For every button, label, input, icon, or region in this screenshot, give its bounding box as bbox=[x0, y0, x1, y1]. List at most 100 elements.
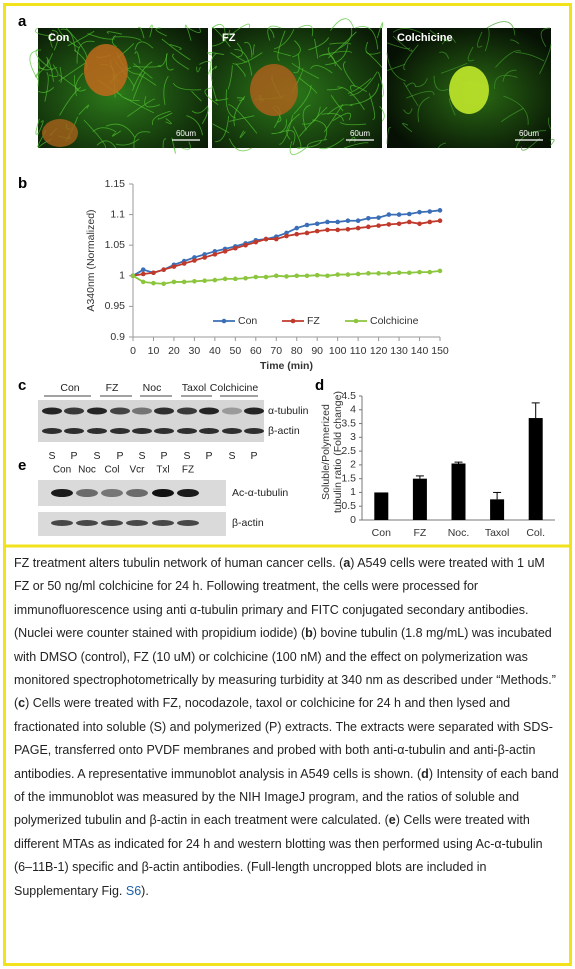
x-tick-label: 120 bbox=[370, 345, 388, 357]
fiber bbox=[169, 43, 182, 50]
group-label: FZ bbox=[106, 382, 119, 394]
fiber bbox=[51, 30, 59, 51]
fiber bbox=[377, 71, 384, 97]
point bbox=[284, 233, 289, 239]
fiber bbox=[549, 138, 555, 146]
fiber bbox=[37, 87, 55, 93]
figure: a b c d e Con 60um FZ 60um Colchicine 60um 0.9 0.95 1… bbox=[3, 13, 572, 548]
fiber bbox=[268, 27, 275, 39]
x-tick-label: 130 bbox=[390, 345, 408, 357]
fiber bbox=[196, 66, 201, 73]
y-tick-label: 1.15 bbox=[105, 178, 126, 190]
fiber bbox=[112, 36, 142, 41]
fiber bbox=[211, 29, 231, 47]
lane-label: S bbox=[48, 450, 55, 462]
fiber bbox=[327, 47, 343, 71]
fiber bbox=[323, 103, 344, 133]
fiber bbox=[228, 103, 258, 134]
blot-band bbox=[177, 489, 199, 497]
fiber bbox=[439, 51, 450, 59]
blot-band bbox=[110, 407, 130, 415]
point bbox=[355, 271, 361, 277]
fiber bbox=[229, 23, 251, 36]
fiber bbox=[37, 62, 58, 71]
lane-label: S bbox=[183, 450, 190, 462]
lane-label: S bbox=[93, 450, 100, 462]
blot-band bbox=[87, 428, 107, 434]
fiber bbox=[57, 27, 80, 49]
fiber bbox=[415, 78, 428, 87]
fiber bbox=[186, 115, 204, 136]
fiber bbox=[59, 66, 62, 84]
point bbox=[335, 227, 340, 233]
fiber bbox=[271, 119, 287, 135]
point bbox=[192, 279, 197, 284]
point bbox=[417, 269, 422, 275]
y-axis-title: tubulin ratio (Fold change) bbox=[332, 391, 344, 513]
fiber bbox=[162, 138, 167, 149]
fiber bbox=[337, 86, 365, 111]
point bbox=[407, 211, 412, 217]
fiber bbox=[486, 21, 516, 36]
fiber bbox=[50, 32, 53, 48]
scale-label: 60um bbox=[350, 129, 370, 138]
legend-label: Con bbox=[238, 315, 257, 327]
blot-band bbox=[177, 428, 197, 434]
point bbox=[386, 271, 392, 276]
fiber bbox=[236, 42, 243, 58]
y-tick-label: 1.05 bbox=[105, 239, 126, 251]
fiber bbox=[503, 95, 529, 125]
fiber bbox=[330, 18, 354, 31]
fiber bbox=[330, 94, 344, 112]
fiber bbox=[386, 52, 406, 82]
fiber bbox=[127, 98, 156, 118]
y-tick-label: 2 bbox=[350, 459, 356, 471]
lane-label: FZ bbox=[182, 465, 194, 476]
x-axis-title: Time (min) bbox=[260, 360, 313, 372]
fiber bbox=[417, 96, 430, 123]
panel-label: c bbox=[18, 377, 26, 394]
point bbox=[263, 274, 269, 280]
fiber bbox=[318, 54, 336, 67]
fiber bbox=[58, 74, 79, 90]
fiber bbox=[37, 120, 44, 135]
point bbox=[417, 209, 422, 215]
nucleus bbox=[42, 119, 78, 147]
fiber bbox=[440, 62, 468, 74]
point bbox=[345, 218, 351, 224]
point bbox=[243, 275, 248, 281]
point bbox=[304, 222, 310, 228]
fiber bbox=[379, 105, 385, 122]
blot-band bbox=[126, 520, 148, 526]
fiber bbox=[520, 137, 541, 151]
blot-band bbox=[199, 407, 219, 415]
bar bbox=[412, 478, 427, 520]
point bbox=[376, 223, 381, 228]
point bbox=[366, 215, 371, 221]
fiber bbox=[234, 49, 253, 76]
point bbox=[273, 273, 279, 279]
caption-panel-ref: e bbox=[388, 813, 396, 828]
point bbox=[243, 242, 248, 248]
x-tick-label: 10 bbox=[148, 345, 160, 357]
band-label: β-actin bbox=[268, 425, 300, 437]
fiber bbox=[235, 63, 246, 77]
fiber bbox=[405, 82, 417, 88]
point bbox=[294, 225, 300, 231]
supplementary-link[interactable]: S6 bbox=[125, 883, 142, 898]
fiber bbox=[132, 65, 162, 68]
fiber bbox=[191, 105, 209, 114]
scale-label: 60um bbox=[519, 129, 539, 138]
blot-band bbox=[199, 428, 219, 434]
fiber bbox=[386, 42, 411, 50]
fiber bbox=[78, 104, 90, 115]
fiber bbox=[350, 85, 367, 93]
fiber bbox=[386, 126, 392, 144]
point bbox=[171, 279, 177, 285]
fiber bbox=[134, 51, 141, 64]
fiber bbox=[199, 60, 212, 75]
y-tick-label: 0.9 bbox=[110, 331, 125, 343]
fiber bbox=[441, 37, 456, 45]
point bbox=[376, 215, 381, 220]
